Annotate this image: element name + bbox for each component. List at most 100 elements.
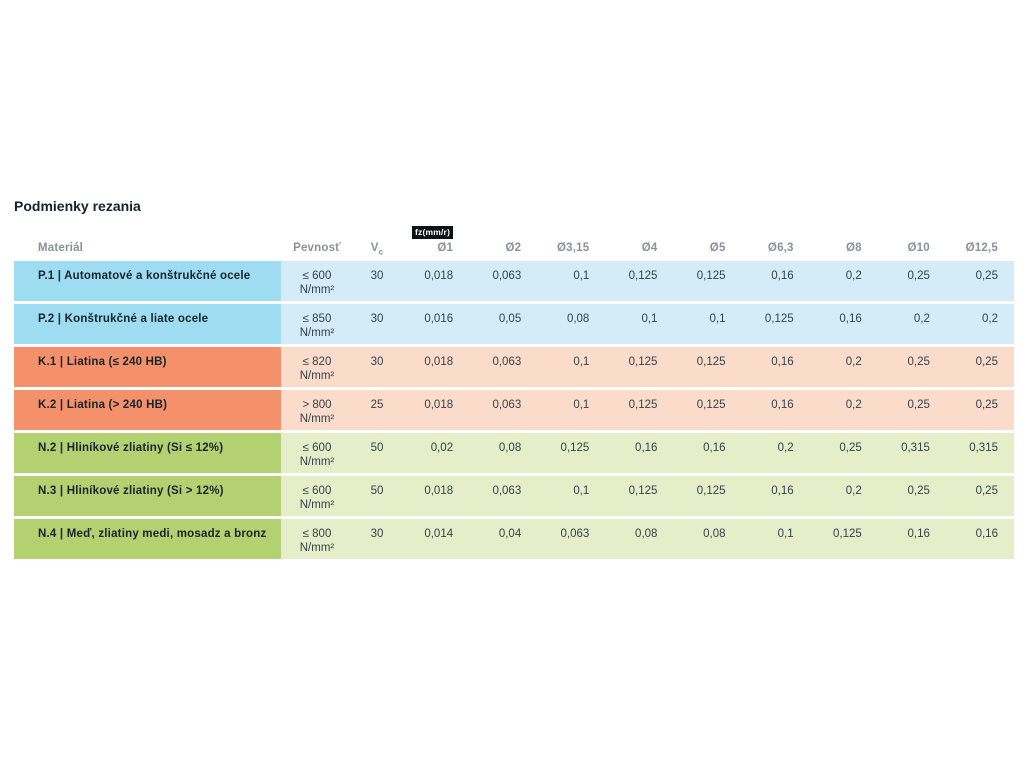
vc-cell: 30 — [353, 304, 401, 344]
feed-value-cell: 0,1 — [673, 304, 742, 344]
feed-value-cell: 0,125 — [809, 519, 878, 559]
vc-cell: 25 — [353, 390, 401, 430]
strength-value: ≤ 800 — [302, 528, 332, 540]
feed-value-cell: 0,1 — [741, 519, 810, 559]
material-cell: P.1 | Automatové a konštrukčné ocele — [14, 261, 281, 301]
feed-value-cell: 0,2 — [741, 433, 810, 473]
feed-value-cell: 0,08 — [673, 519, 742, 559]
feed-value-cell: 0,125 — [741, 304, 810, 344]
strength-unit: N/mm² — [299, 327, 335, 339]
material-cell: K.1 | Liatina (≤ 240 HB) — [14, 347, 281, 387]
strength-value: ≤ 850 — [302, 313, 332, 325]
feed-value-cell: 0,25 — [877, 347, 946, 387]
feed-value-cell: 0,2 — [809, 476, 878, 516]
vc-subscript: c — [378, 247, 384, 257]
vc-cell: 30 — [353, 347, 401, 387]
strength-unit: N/mm² — [299, 413, 335, 425]
feed-value-cell: 0,16 — [809, 304, 878, 344]
feed-value-cell: 0,05 — [469, 304, 538, 344]
column-header-diameter-4: Ø4 — [641, 242, 658, 254]
table-header-row: Materiál Pevnosť Vc fz(mm/r) Ø1 Ø2 Ø3,15… — [14, 226, 1014, 257]
feed-value-cell: 0,125 — [673, 390, 742, 430]
strength-cell: ≤ 800 N/mm² — [281, 519, 353, 559]
feed-value-cell: 0,16 — [605, 433, 674, 473]
material-cell: N.2 | Hliníkové zliatiny (Si ≤ 12%) — [14, 433, 281, 473]
feed-value-cell: 0,018 — [401, 476, 470, 516]
column-header-diameter-9: Ø12,5 — [965, 242, 998, 254]
feed-value-cell: 0,315 — [945, 433, 1014, 473]
feed-value-cell: 0,1 — [537, 261, 606, 301]
strength-value: ≤ 600 — [302, 270, 332, 282]
material-cell: N.3 | Hliníkové zliatiny (Si > 12%) — [14, 476, 281, 516]
strength-cell: > 800 N/mm² — [281, 390, 353, 430]
column-header-material: Materiál — [38, 242, 84, 254]
feed-value-cell: 0,25 — [945, 261, 1014, 301]
feed-value-cell: 0,125 — [673, 476, 742, 516]
table-row: N.2 | Hliníkové zliatiny (Si ≤ 12%) ≤ 60… — [14, 433, 1014, 473]
feed-value-cell: 0,16 — [673, 433, 742, 473]
material-cell: N.4 | Meď, zliatiny medi, mosadz a bronz — [14, 519, 281, 559]
feed-value-cell: 0,25 — [877, 390, 946, 430]
feed-value-cell: 0,315 — [877, 433, 946, 473]
strength-unit: N/mm² — [299, 284, 335, 296]
vc-cell: 50 — [353, 476, 401, 516]
section-title: Podmienky rezania — [14, 198, 141, 214]
feed-value-cell: 0,25 — [809, 433, 878, 473]
column-header-diameter-3: Ø3,15 — [557, 242, 590, 254]
feed-value-cell: 0,08 — [537, 304, 606, 344]
feed-value-cell: 0,018 — [401, 390, 470, 430]
table-body: P.1 | Automatové a konštrukčné ocele ≤ 6… — [14, 261, 1014, 559]
feed-value-cell: 0,063 — [469, 390, 538, 430]
feed-value-cell: 0,25 — [945, 347, 1014, 387]
feed-value-cell: 0,25 — [877, 476, 946, 516]
feed-value-cell: 0,1 — [537, 347, 606, 387]
vc-cell: 50 — [353, 433, 401, 473]
feed-value-cell: 0,125 — [605, 347, 674, 387]
table-row: N.3 | Hliníkové zliatiny (Si > 12%) ≤ 60… — [14, 476, 1014, 516]
column-header-diameter-1: fz(mm/r) Ø1 — [401, 226, 469, 255]
strength-cell: ≤ 600 N/mm² — [281, 261, 353, 301]
vc-symbol: V — [370, 242, 379, 254]
column-header-diameter-8: Ø10 — [907, 242, 930, 254]
feed-value-cell: 0,2 — [809, 347, 878, 387]
feed-value-cell: 0,16 — [741, 476, 810, 516]
feed-value-cell: 0,014 — [401, 519, 470, 559]
feed-value-cell: 0,063 — [469, 347, 538, 387]
feed-value-cell: 0,16 — [741, 390, 810, 430]
table-row: P.1 | Automatové a konštrukčné ocele ≤ 6… — [14, 261, 1014, 301]
strength-cell: ≤ 600 N/mm² — [281, 433, 353, 473]
material-cell: K.2 | Liatina (> 240 HB) — [14, 390, 281, 430]
cutting-conditions-section: Podmienky rezania Materiál Pevnosť Vc fz… — [14, 199, 1014, 562]
strength-value: ≤ 600 — [302, 485, 332, 497]
feed-value-cell: 0,16 — [741, 261, 810, 301]
strength-unit: N/mm² — [299, 542, 335, 554]
feed-value-cell: 0,018 — [401, 261, 470, 301]
strength-cell: ≤ 600 N/mm² — [281, 476, 353, 516]
feed-value-cell: 0,063 — [469, 476, 538, 516]
table-row: K.1 | Liatina (≤ 240 HB) ≤ 820 N/mm² 30 … — [14, 347, 1014, 387]
column-header-diameter-7: Ø8 — [846, 242, 862, 254]
table-row: N.4 | Meď, zliatiny medi, mosadz a bronz… — [14, 519, 1014, 559]
feed-value-cell: 0,16 — [877, 519, 946, 559]
feed-value-cell: 0,16 — [741, 347, 810, 387]
diameter-label: Ø1 — [437, 242, 454, 254]
column-header-strength: Pevnosť — [293, 242, 341, 254]
feed-value-cell: 0,1 — [537, 390, 606, 430]
feed-value-cell: 0,2 — [945, 304, 1014, 344]
feed-value-cell: 0,2 — [809, 390, 878, 430]
feed-value-cell: 0,2 — [877, 304, 946, 344]
feed-value-cell: 0,04 — [469, 519, 538, 559]
column-header-diameter-6: Ø6,3 — [767, 242, 794, 254]
strength-cell: ≤ 850 N/mm² — [281, 304, 353, 344]
column-header-vc: Vc — [353, 242, 401, 257]
strength-value: ≤ 600 — [302, 442, 332, 454]
feed-value-cell: 0,063 — [537, 519, 606, 559]
feed-value-cell: 0,2 — [809, 261, 878, 301]
feed-value-cell: 0,125 — [605, 261, 674, 301]
feed-value-cell: 0,25 — [877, 261, 946, 301]
vc-cell: 30 — [353, 261, 401, 301]
table-row: K.2 | Liatina (> 240 HB) > 800 N/mm² 25 … — [14, 390, 1014, 430]
strength-unit: N/mm² — [299, 499, 335, 511]
feed-value-cell: 0,16 — [945, 519, 1014, 559]
vc-cell: 30 — [353, 519, 401, 559]
